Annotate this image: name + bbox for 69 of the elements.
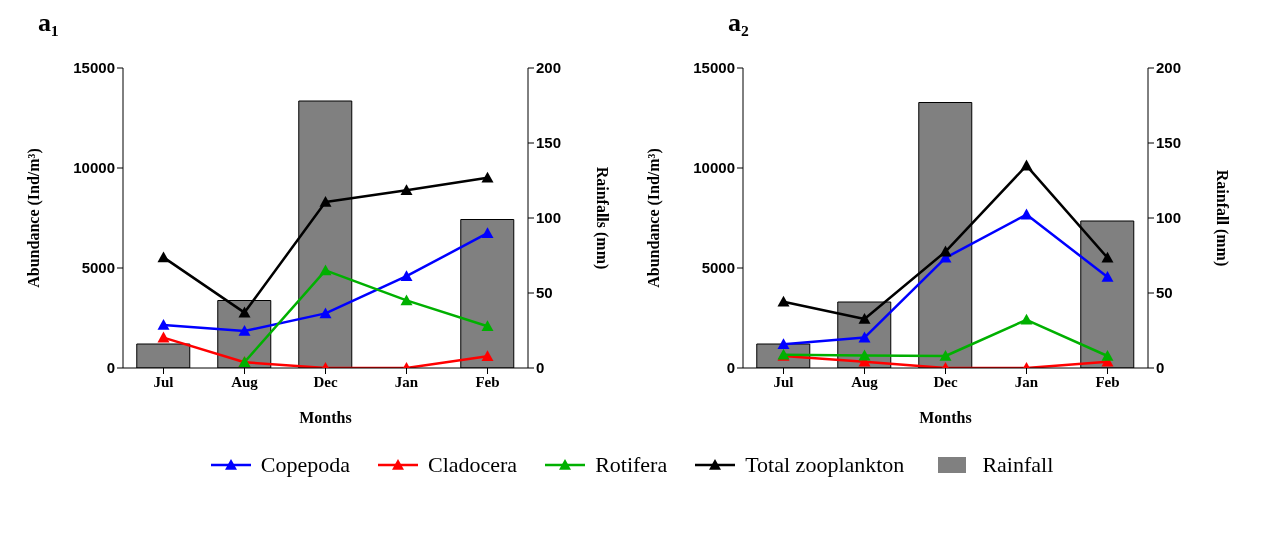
legend-label: Cladocera (427, 452, 518, 478)
x-tick-label: Aug (231, 373, 259, 390)
point (400, 184, 413, 195)
legend-label: Rainfall (982, 452, 1054, 478)
point (481, 320, 494, 331)
legend-label: Rotifera (595, 452, 668, 478)
y2-tick-label: 150 (536, 134, 562, 152)
point (1020, 313, 1033, 325)
x-tick-label: Dec (933, 373, 958, 390)
point (777, 295, 790, 307)
point (1020, 208, 1033, 220)
y-tick-label: 0 (106, 359, 115, 377)
y2-tick-label: 50 (1156, 284, 1173, 302)
y2-tick-label: 200 (1156, 59, 1182, 77)
x-tick-label: Jul (153, 373, 174, 390)
point (1020, 159, 1033, 171)
point (858, 349, 871, 361)
y-axis-title: Abundance (Ind/m³) (644, 148, 663, 288)
x-tick-label: Aug (851, 373, 879, 390)
point (157, 319, 170, 330)
point (1101, 251, 1114, 263)
point (939, 350, 952, 361)
point (157, 331, 170, 343)
point (481, 227, 494, 238)
y2-tick-label: 0 (1156, 359, 1165, 377)
point (400, 270, 413, 281)
legend-label: Copepoda (260, 452, 350, 478)
y-axis-title: Abundance (Ind/m³) (24, 148, 43, 288)
y-tick-label: 15000 (693, 59, 735, 77)
point (238, 325, 251, 336)
y2-tick-label: 0 (536, 359, 545, 377)
point (319, 264, 332, 276)
point (157, 251, 170, 263)
point (858, 313, 871, 324)
chart-title: a₂ (727, 8, 750, 39)
chart-title: a₁ (37, 8, 60, 39)
point (238, 306, 251, 318)
y2-axis-title: Rainfall (mm) (1213, 169, 1232, 267)
point (319, 196, 332, 207)
x-axis-title: Months (919, 409, 972, 426)
point (1101, 271, 1114, 282)
y2-tick-label: 200 (536, 59, 562, 77)
x-tick-label: Feb (475, 373, 500, 390)
x-tick-label: Jan (394, 373, 419, 390)
x-tick-label: Jul (773, 373, 794, 390)
x-tick-label: Dec (313, 373, 338, 390)
point (481, 171, 494, 183)
y2-axis-title: Rainfalls (mm) (593, 166, 612, 270)
point (319, 307, 332, 319)
legend-label: Total zooplankton (745, 452, 905, 478)
x-tick-label: Feb (1095, 373, 1120, 390)
x-tick-label: Jan (1014, 373, 1039, 390)
point (481, 350, 494, 361)
y2-tick-label: 150 (1156, 134, 1182, 152)
y-tick-label: 0 (726, 359, 735, 377)
x-axis-title: Months (299, 409, 352, 426)
y-tick-label: 10000 (693, 159, 735, 177)
y2-tick-label: 100 (1156, 209, 1182, 227)
y-tick-label: 15000 (73, 59, 115, 77)
y-tick-label: 10000 (73, 159, 115, 177)
y-tick-label: 5000 (81, 259, 115, 277)
point (777, 338, 790, 349)
y2-tick-label: 100 (536, 209, 562, 227)
y-tick-label: 5000 (701, 259, 735, 277)
point (1101, 350, 1114, 361)
point (939, 245, 952, 257)
point (858, 331, 871, 343)
y2-tick-label: 50 (536, 284, 553, 302)
point (400, 294, 413, 306)
